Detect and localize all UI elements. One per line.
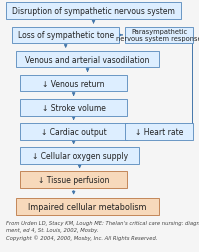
FancyBboxPatch shape xyxy=(20,148,139,164)
FancyBboxPatch shape xyxy=(125,27,193,44)
Text: ↓ Tissue perfusion: ↓ Tissue perfusion xyxy=(38,175,109,184)
Text: Copyright © 2004, 2000, Mosby, Inc. All Rights Reserved.: Copyright © 2004, 2000, Mosby, Inc. All … xyxy=(6,234,157,240)
Text: Loss of sympathetic tone: Loss of sympathetic tone xyxy=(18,31,114,40)
FancyBboxPatch shape xyxy=(12,27,119,44)
FancyBboxPatch shape xyxy=(20,100,127,116)
Text: ↓ Cardiac output: ↓ Cardiac output xyxy=(41,127,106,136)
Text: ↓ Cellular oxygen supply: ↓ Cellular oxygen supply xyxy=(31,151,128,161)
Text: ↓ Venous return: ↓ Venous return xyxy=(42,79,105,88)
Text: From Urden LD, Stacy KM, Lough ME: Thelan's critical care nursing: diagnosis and: From Urden LD, Stacy KM, Lough ME: Thela… xyxy=(6,220,199,226)
Text: ment, ed 4, St. Louis, 2002, Mosby.: ment, ed 4, St. Louis, 2002, Mosby. xyxy=(6,228,99,233)
Text: Impaired cellular metabolism: Impaired cellular metabolism xyxy=(28,202,147,211)
FancyBboxPatch shape xyxy=(20,123,127,140)
FancyBboxPatch shape xyxy=(6,3,181,20)
FancyBboxPatch shape xyxy=(20,76,127,92)
FancyBboxPatch shape xyxy=(20,172,127,188)
Text: ↓ Heart rate: ↓ Heart rate xyxy=(135,127,183,136)
Text: Disruption of sympathetic nervous system: Disruption of sympathetic nervous system xyxy=(12,7,175,16)
Text: Venous and arterial vasodilation: Venous and arterial vasodilation xyxy=(25,55,150,65)
FancyBboxPatch shape xyxy=(16,52,159,68)
Text: ↓ Stroke volume: ↓ Stroke volume xyxy=(42,103,105,112)
Text: Parasympathetic
nervous system response: Parasympathetic nervous system response xyxy=(116,29,199,42)
FancyBboxPatch shape xyxy=(16,198,159,215)
FancyBboxPatch shape xyxy=(125,123,193,140)
